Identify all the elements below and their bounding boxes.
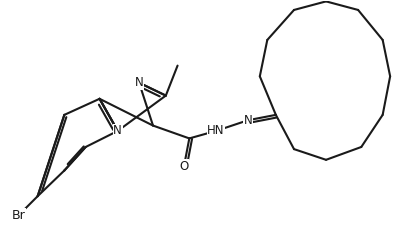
Text: N: N — [113, 124, 122, 137]
Text: Br: Br — [12, 209, 25, 222]
Text: N: N — [244, 114, 252, 127]
Text: O: O — [179, 160, 189, 173]
Text: N: N — [135, 76, 144, 89]
Text: HN: HN — [207, 124, 225, 137]
